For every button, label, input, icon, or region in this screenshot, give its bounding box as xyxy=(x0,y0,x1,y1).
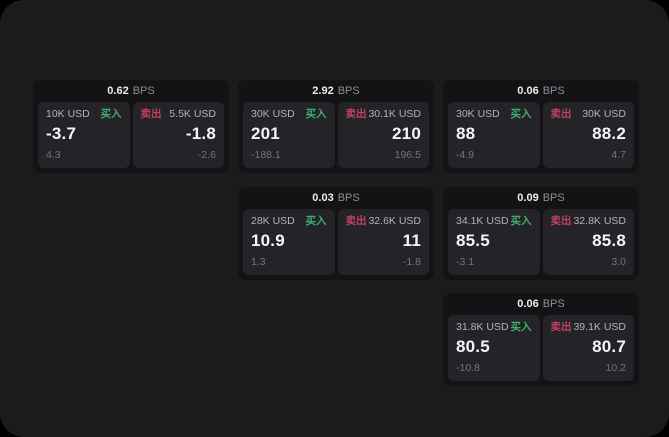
spread-value: 0.06 xyxy=(517,85,539,97)
sell-side-tag: 卖出 xyxy=(550,108,572,120)
bps-unit-label: BPS xyxy=(337,85,360,97)
sell-quote-tile[interactable]: 卖出 39.1K USD 80.7 10.2 xyxy=(542,315,634,381)
sell-price: -1.8 xyxy=(185,124,216,143)
buy-notional: 31.8K USD xyxy=(456,321,509,333)
sell-secondary-value: 10.2 xyxy=(605,362,626,374)
sell-side-tag: 卖出 xyxy=(550,321,572,333)
bps-unit-label: BPS xyxy=(542,192,565,204)
spread-value: 0.06 xyxy=(517,298,539,310)
buy-side-tag: 买入 xyxy=(510,108,532,120)
buy-secondary-value: -188.1 xyxy=(251,149,281,161)
buy-secondary-value: 1.3 xyxy=(251,256,266,268)
buy-side-tag: 买入 xyxy=(510,321,532,333)
sell-quote-tile[interactable]: 卖出 30.1K USD 210 196.5 xyxy=(337,102,429,168)
quote-card: 0.09 BPS 34.1K USD 买入 85.5 -3.1 卖出 32.8K… xyxy=(443,187,639,280)
sell-secondary-value: -2.6 xyxy=(197,149,216,161)
buy-secondary-value: -3.1 xyxy=(456,256,475,268)
quote-card: 0.06 BPS 30K USD 买入 88 -4.9 卖出 30K USD 8… xyxy=(443,80,639,173)
sell-side-tag: 卖出 xyxy=(345,215,367,227)
buy-notional: 28K USD xyxy=(251,215,295,227)
buy-price: -3.7 xyxy=(46,124,77,143)
buy-notional: 30K USD xyxy=(251,108,295,120)
buy-secondary-value: -10.8 xyxy=(456,362,480,374)
buy-quote-tile[interactable]: 34.1K USD 买入 85.5 -3.1 xyxy=(448,209,540,275)
spread-value: 0.62 xyxy=(107,85,129,97)
sell-price: 85.8 xyxy=(592,231,626,250)
sell-side-tag: 卖出 xyxy=(345,108,367,120)
sell-price: 210 xyxy=(392,124,421,143)
spread-header: 0.62 BPS xyxy=(33,80,229,102)
bps-unit-label: BPS xyxy=(132,85,155,97)
buy-side-tag: 买入 xyxy=(510,215,532,227)
spread-value: 0.09 xyxy=(517,192,539,204)
sell-side-tag: 卖出 xyxy=(140,108,162,120)
buy-secondary-value: 4.3 xyxy=(46,149,61,161)
buy-price: 88 xyxy=(456,124,476,143)
sell-notional: 39.1K USD xyxy=(573,321,626,333)
spread-header: 2.92 BPS xyxy=(238,80,434,102)
sell-notional: 32.8K USD xyxy=(573,215,626,227)
quote-card: 0.62 BPS 10K USD 买入 -3.7 4.3 卖出 5.5K USD… xyxy=(33,80,229,173)
bps-unit-label: BPS xyxy=(337,192,360,204)
sell-quote-tile[interactable]: 卖出 30K USD 88.2 4.7 xyxy=(542,102,634,168)
buy-quote-tile[interactable]: 10K USD 买入 -3.7 4.3 xyxy=(38,102,130,168)
buy-notional: 30K USD xyxy=(456,108,500,120)
buy-side-tag: 买入 xyxy=(305,215,327,227)
buy-side-tag: 买入 xyxy=(305,108,327,120)
buy-quote-tile[interactable]: 30K USD 买入 88 -4.9 xyxy=(448,102,540,168)
sell-notional: 32.6K USD xyxy=(368,215,421,227)
spread-header: 0.03 BPS xyxy=(238,187,434,209)
sell-price: 88.2 xyxy=(592,124,626,143)
spread-value: 2.92 xyxy=(312,85,334,97)
sell-quote-tile[interactable]: 卖出 32.8K USD 85.8 3.0 xyxy=(542,209,634,275)
buy-notional: 10K USD xyxy=(46,108,90,120)
sell-price: 11 xyxy=(402,231,421,250)
buy-quote-tile[interactable]: 30K USD 买入 201 -188.1 xyxy=(243,102,335,168)
bps-unit-label: BPS xyxy=(542,298,565,310)
spread-value: 0.03 xyxy=(312,192,334,204)
sell-secondary-value: 3.0 xyxy=(611,256,626,268)
sell-secondary-value: 196.5 xyxy=(394,149,421,161)
quote-card: 0.03 BPS 28K USD 买入 10.9 1.3 卖出 32.6K US… xyxy=(238,187,434,280)
buy-notional: 34.1K USD xyxy=(456,215,509,227)
buy-price: 85.5 xyxy=(456,231,490,250)
bps-unit-label: BPS xyxy=(542,85,565,97)
buy-price: 10.9 xyxy=(251,231,285,250)
buy-side-tag: 买入 xyxy=(100,108,122,120)
buy-secondary-value: -4.9 xyxy=(456,149,475,161)
sell-secondary-value: 4.7 xyxy=(611,149,626,161)
buy-quote-tile[interactable]: 28K USD 买入 10.9 1.3 xyxy=(243,209,335,275)
spread-header: 0.06 BPS xyxy=(443,80,639,102)
sell-side-tag: 卖出 xyxy=(550,215,572,227)
sell-price: 80.7 xyxy=(592,337,626,356)
quote-card: 0.06 BPS 31.8K USD 买入 80.5 -10.8 卖出 39.1… xyxy=(443,293,639,386)
sell-quote-tile[interactable]: 卖出 5.5K USD -1.8 -2.6 xyxy=(132,102,224,168)
spread-header: 0.06 BPS xyxy=(443,293,639,315)
sell-quote-tile[interactable]: 卖出 32.6K USD 11 -1.8 xyxy=(337,209,429,275)
buy-price: 80.5 xyxy=(456,337,490,356)
buy-quote-tile[interactable]: 31.8K USD 买入 80.5 -10.8 xyxy=(448,315,540,381)
sell-notional: 5.5K USD xyxy=(169,108,216,120)
quote-card: 2.92 BPS 30K USD 买入 201 -188.1 卖出 30.1K … xyxy=(238,80,434,173)
sell-notional: 30.1K USD xyxy=(368,108,421,120)
buy-price: 201 xyxy=(251,124,280,143)
sell-notional: 30K USD xyxy=(582,108,626,120)
sell-secondary-value: -1.8 xyxy=(402,256,421,268)
spread-header: 0.09 BPS xyxy=(443,187,639,209)
